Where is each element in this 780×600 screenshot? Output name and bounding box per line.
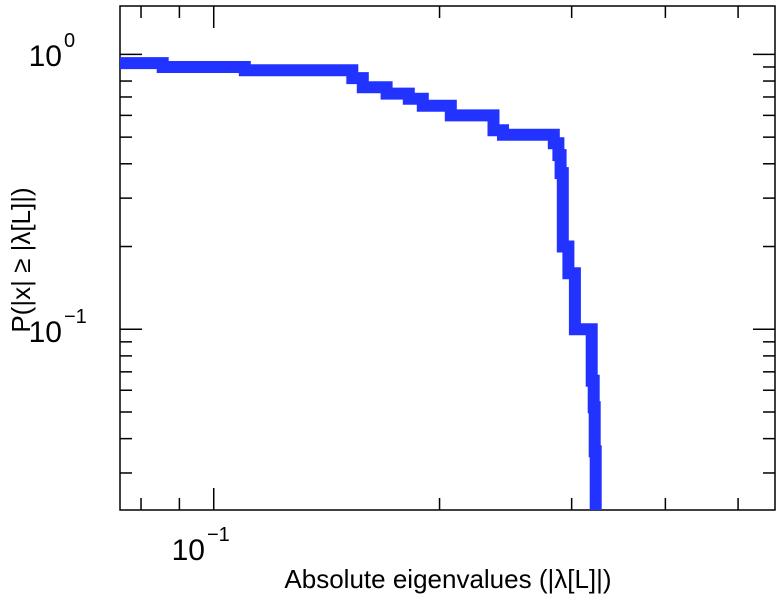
x-axis-ticks	[140, 6, 739, 510]
x-tick-exp-0.1: −1	[207, 524, 230, 546]
y-axis-title: P(|x| ≥ |λ[L]|)	[6, 187, 36, 332]
series-layer	[120, 57, 602, 510]
y-tick-exp-0.1: −1	[64, 306, 87, 328]
x-axis-title: Absolute eigenvalues (|λ[L]|)	[284, 564, 611, 594]
y-tick-label-0.1: 10	[29, 316, 62, 349]
y-tick-exp-1: 0	[64, 30, 75, 52]
y-axis-ticks	[120, 53, 775, 474]
y-tick-label-1: 10	[29, 40, 62, 73]
plot-frame	[119, 5, 776, 511]
x-tick-label-0.1: 10	[172, 534, 205, 567]
series-line-0	[120, 57, 602, 510]
